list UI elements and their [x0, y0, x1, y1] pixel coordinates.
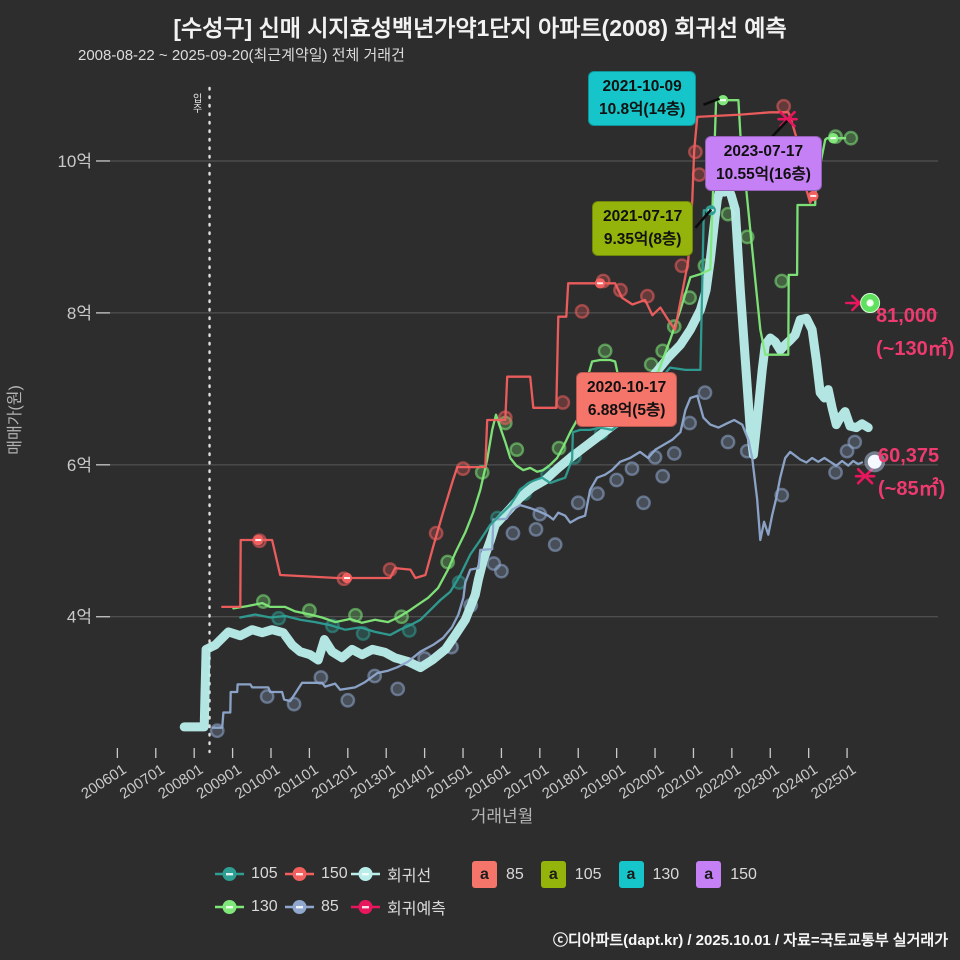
legend-annbox-85[interactable]: a 85 [472, 861, 524, 888]
prediction-label-85: 60,375 (~85㎡) [878, 440, 945, 506]
legend-item-130[interactable]: 130 [215, 895, 285, 919]
prediction-area: (~85㎡) [878, 478, 946, 500]
annotation-box-icon: a [618, 861, 644, 888]
gridlines: 4억 6억 8억 10억 [57, 152, 938, 627]
series-line-150 [221, 111, 815, 609]
svg-text:10억: 10억 [57, 152, 92, 171]
svg-text:입주: 입주 [190, 92, 202, 114]
annotation-box-icon: a [472, 861, 497, 888]
scatter-dots [209, 98, 863, 739]
legend-series: 105 150 회귀선 130 85 회귀예측 [215, 862, 446, 919]
annotation-date: 2021-07-17 [603, 208, 683, 225]
annotation-price: 9.35억(8층) [603, 231, 682, 248]
page-subtitle: 2008-08-22 ~ 2025-09-20(최근계약일) 전체 거래건 [78, 47, 405, 64]
legend-label: 85 [506, 865, 524, 883]
legend-label: 150 [730, 865, 757, 883]
x-axis: 2006012007012008012009012010012011012012… [6, 385, 859, 826]
prediction-label-130: 81,000 (~130㎡) [876, 300, 954, 366]
svg-text:8억: 8억 [67, 304, 92, 323]
legend-label: 105 [251, 865, 278, 882]
svg-text:4억: 4억 [67, 608, 92, 627]
prediction-dot-85 [867, 454, 882, 469]
series-marker-icon [215, 867, 244, 881]
copyright-footer: ⓒ디아파트(dapt.kr) / 2025.10.01 / 자료=국토교통부 실… [552, 932, 948, 949]
legend-label: 105 [574, 865, 602, 883]
annotation-130: 2021-10-09 10.8억(14층) [588, 71, 697, 126]
series-marker-icon [285, 867, 314, 881]
legend-annbox-105[interactable]: a 105 [540, 861, 602, 888]
annotation-150: 2023-07-17 10.55억(16층) [705, 136, 822, 191]
legend-item-85[interactable]: 85 [285, 895, 351, 919]
legend-item-regression-forecast[interactable]: 회귀예측 [351, 895, 446, 919]
series-marker-icon [351, 900, 380, 914]
legend-label: 회귀예측 [387, 901, 446, 918]
annotation-price: 10.55억(16층) [716, 166, 811, 183]
annotation-date: 2020-10-17 [587, 379, 667, 396]
series-line-85 [211, 394, 864, 729]
svg-text:매매가(원): 매매가(원) [6, 385, 24, 455]
series-line-130 [232, 99, 847, 624]
page-title: [수성구] 신매 시지효성백년가약1단지 아파트(2008) 회귀선 예측 [173, 15, 787, 41]
prediction-value: 60,375 [878, 445, 940, 467]
forecast-x-icon [777, 110, 798, 128]
prediction-area: (~130㎡) [876, 338, 955, 360]
annotation-pointer [694, 208, 713, 229]
legend-label: 130 [652, 865, 680, 883]
annotation-price: 10.8억(14층) [599, 101, 686, 118]
series-marker-icon [215, 900, 244, 914]
legend-item-150[interactable]: 150 [285, 862, 351, 886]
legend-label: 150 [321, 865, 348, 882]
annotation-date: 2021-10-09 [602, 78, 682, 95]
series-marker-icon [285, 900, 314, 914]
legend-label: 회귀선 [387, 868, 432, 885]
annotation-box-icon: a [696, 861, 722, 888]
legend-annbox-130[interactable]: a 130 [618, 861, 680, 888]
annotation-85: 2020-10-17 6.88억(5층) [576, 372, 678, 427]
annotation-box-icon: a [540, 861, 566, 888]
prediction-value: 81,000 [876, 305, 938, 327]
legend-item-105[interactable]: 105 [215, 862, 285, 886]
legend-item-regression-line[interactable]: 회귀선 [351, 862, 446, 886]
annotation-date: 2023-07-17 [723, 143, 804, 160]
annotation-105: 2021-07-17 9.35억(8층) [592, 201, 694, 256]
legend-label: 85 [321, 898, 339, 915]
legend-annotation-types: a 85 a 105 a 130 a 150 [472, 861, 757, 888]
series-marker-icon [351, 867, 380, 881]
legend-label: 130 [251, 898, 278, 915]
series-line-회귀선 [179, 181, 873, 732]
annotation-pointer [702, 97, 721, 106]
svg-text:6억: 6억 [67, 456, 92, 475]
legend-annbox-150[interactable]: a 150 [696, 861, 757, 888]
svg-text:201001: 201001 [232, 761, 283, 803]
svg-text:거래년월: 거래년월 [471, 807, 534, 826]
forecast-x-icon [854, 467, 876, 485]
annotation-price: 6.88억(5층) [587, 402, 666, 419]
annotation-pointer [771, 119, 789, 138]
svg-text:202501: 202501 [808, 761, 859, 803]
